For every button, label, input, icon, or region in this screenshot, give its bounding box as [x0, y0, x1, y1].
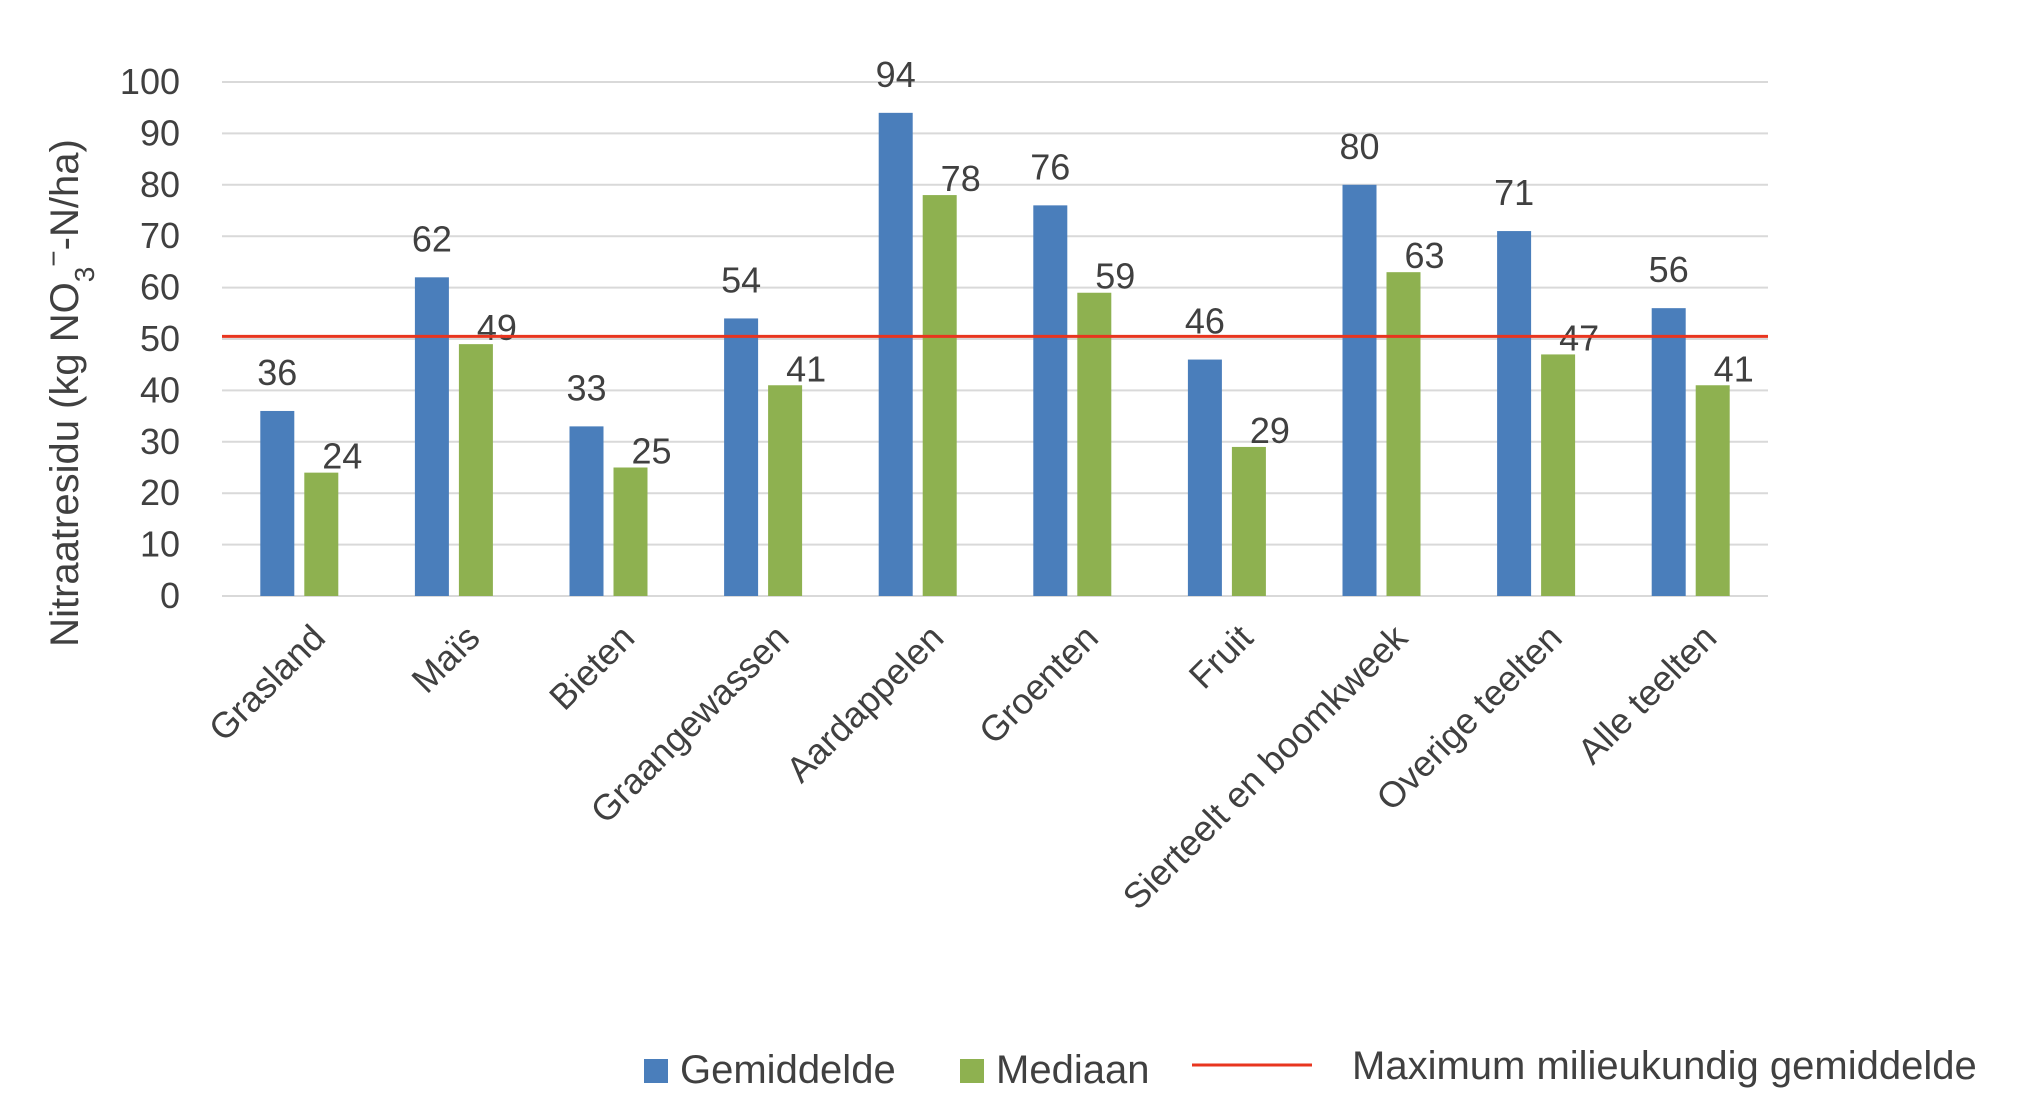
- y-axis-label-superscript: −: [38, 250, 69, 266]
- legend-label-mediaan: Mediaan: [996, 1048, 1149, 1092]
- data-label-mediaan-aardappelen: 78: [941, 158, 981, 199]
- y-tick-label-90: 90: [140, 112, 180, 153]
- x-category-label-groenten: Groenten: [971, 617, 1106, 752]
- data-label-mediaan-ma-s: 49: [477, 307, 517, 348]
- data-label-gemiddelde-bieten: 33: [566, 367, 606, 408]
- bar-gemiddelde-bieten: [569, 426, 604, 596]
- bar-mediaan-sierteelt-en-boomkweek: [1386, 272, 1421, 596]
- x-category-label-sierteelt-en-boomkweek: Sierteelt en boomkweek: [1114, 616, 1415, 917]
- bar-mediaan-alle-teelten: [1695, 385, 1730, 596]
- legend: Gemiddelde Mediaan Maximum milieukundig …: [644, 1044, 1977, 1092]
- x-category-label-grasland: Grasland: [201, 617, 333, 749]
- y-tick-label-0: 0: [160, 575, 180, 616]
- data-label-gemiddelde-grasland: 36: [257, 352, 297, 393]
- bar-mediaan-ma-s: [458, 344, 493, 596]
- y-tick-label-80: 80: [140, 164, 180, 205]
- y-tick-label-60: 60: [140, 267, 180, 308]
- y-axis-ticks: 0 10 20 30 40 50 60 70 80 90 100: [120, 61, 180, 616]
- data-label-mediaan-graangewassen: 41: [786, 348, 826, 389]
- bar-mediaan-overige-teelten: [1541, 354, 1576, 596]
- y-axis-label-main: Nitraatresidu (kg NO: [43, 282, 87, 647]
- y-axis-label: Nitraatresidu (kg NO3−-N/ha): [38, 139, 100, 647]
- bar-gemiddelde-fruit: [1187, 359, 1222, 596]
- data-label-mediaan-fruit: 29: [1250, 410, 1290, 451]
- y-axis-label-subscript: 3: [69, 267, 100, 283]
- bars: [260, 112, 1730, 597]
- y-axis-label-unit: -N/ha): [43, 139, 87, 250]
- y-tick-label-100: 100: [120, 61, 180, 102]
- x-category-label-bieten: Bieten: [541, 617, 642, 718]
- bar-gemiddelde-sierteelt-en-boomkweek: [1342, 184, 1377, 597]
- data-label-gemiddelde-overige-teelten: 71: [1494, 172, 1534, 213]
- bar-gemiddelde-ma-s: [414, 277, 449, 596]
- x-category-label-ma-s: Maïs: [403, 617, 487, 701]
- y-tick-label-30: 30: [140, 421, 180, 462]
- data-label-mediaan-groenten: 59: [1095, 256, 1135, 297]
- bar-gemiddelde-overige-teelten: [1497, 231, 1532, 596]
- bar-mediaan-graangewassen: [768, 385, 803, 596]
- bar-mediaan-grasland: [304, 472, 339, 596]
- legend-label-maximum: Maximum milieukundig gemiddelde: [1352, 1044, 1977, 1088]
- data-label-gemiddelde-alle-teelten: 56: [1649, 249, 1689, 290]
- bar-mediaan-fruit: [1231, 446, 1266, 596]
- data-label-gemiddelde-ma-s: 62: [412, 218, 452, 259]
- data-label-mediaan-bieten: 25: [631, 431, 671, 472]
- data-label-mediaan-sierteelt-en-boomkweek: 63: [1404, 235, 1444, 276]
- bar-gemiddelde-grasland: [260, 410, 295, 596]
- data-label-mediaan-grasland: 24: [322, 436, 362, 477]
- gridlines: [222, 81, 1768, 597]
- y-tick-label-20: 20: [140, 472, 180, 513]
- legend-swatch-gemiddelde: [644, 1059, 668, 1083]
- x-category-label-fruit: Fruit: [1181, 617, 1261, 697]
- bar-gemiddelde-alle-teelten: [1651, 308, 1686, 596]
- bar-gemiddelde-groenten: [1033, 205, 1068, 597]
- legend-swatch-mediaan: [960, 1059, 984, 1083]
- bar-gemiddelde-aardappelen: [878, 112, 913, 596]
- x-category-label-aardappelen: Aardappelen: [778, 617, 951, 790]
- bar-gemiddelde-graangewassen: [724, 318, 759, 596]
- bar-mediaan-groenten: [1077, 292, 1112, 596]
- data-label-gemiddelde-sierteelt-en-boomkweek: 80: [1339, 126, 1379, 167]
- y-tick-label-10: 10: [140, 524, 180, 565]
- data-label-gemiddelde-fruit: 46: [1185, 301, 1225, 342]
- data-label-gemiddelde-aardappelen: 94: [876, 54, 916, 95]
- y-tick-label-40: 40: [140, 369, 180, 410]
- y-tick-label-50: 50: [140, 318, 180, 359]
- x-axis-categories: Grasland Maïs BietenGraangewassenAardappel…: [201, 616, 1725, 917]
- y-tick-label-70: 70: [140, 215, 180, 256]
- x-category-label-alle-teelten: Alle teelten: [1569, 617, 1724, 772]
- data-label-mediaan-alle-teelten: 41: [1714, 348, 1754, 389]
- data-label-gemiddelde-graangewassen: 54: [721, 259, 761, 300]
- bar-mediaan-aardappelen: [922, 195, 957, 596]
- bar-mediaan-bieten: [613, 467, 648, 596]
- legend-label-gemiddelde: Gemiddelde: [680, 1048, 896, 1092]
- data-label-gemiddelde-groenten: 76: [1030, 146, 1070, 187]
